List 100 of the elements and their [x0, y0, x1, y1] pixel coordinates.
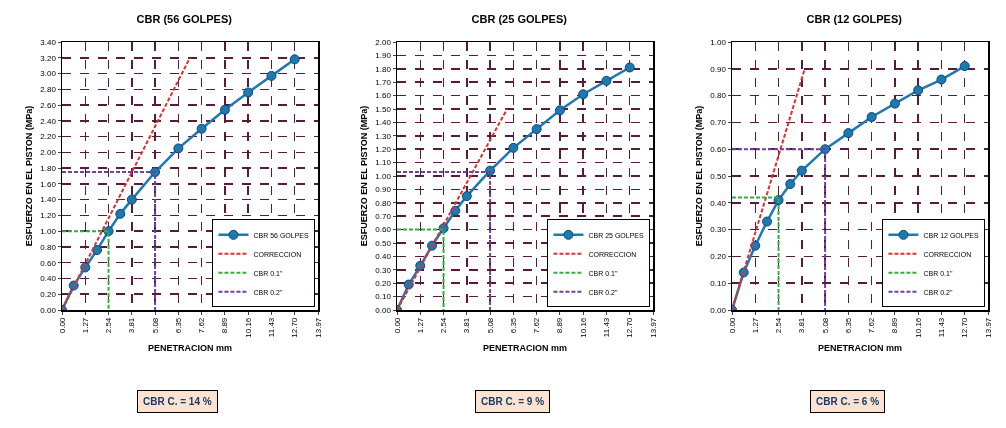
point: [578, 89, 589, 100]
y-tick-label: 1.40: [40, 195, 57, 205]
y-tick-label: 0.00: [375, 305, 392, 315]
chart-title: CBR (25 GOLPES): [471, 12, 568, 25]
y-tick-label: 2.40: [40, 116, 57, 126]
point: [531, 124, 542, 135]
y-tick-label: 0.10: [375, 292, 392, 302]
y-tick-label: 1.10: [375, 158, 392, 168]
point: [508, 142, 519, 153]
point: [750, 240, 761, 251]
y-tick-label: 0.40: [375, 252, 392, 262]
x-tick-label: 6.35: [508, 317, 518, 334]
x-tick-label: 8.89: [220, 317, 230, 334]
y-tick-label: 3.20: [40, 53, 57, 63]
y-tick-label: 1.20: [375, 145, 392, 154]
y-tick-label: 0.20: [710, 252, 727, 262]
x-tick-label: 1.27: [750, 317, 760, 334]
y-tick-label: 1.30: [375, 131, 392, 141]
x-tick-label: 3.81: [462, 317, 472, 334]
x-tick-label: 6.35: [843, 317, 853, 334]
y-tick-label: 0.60: [40, 258, 57, 268]
y-tick-label: 0.60: [375, 225, 392, 235]
y-tick-label: 1.90: [375, 51, 392, 61]
point: [843, 128, 854, 139]
point: [601, 75, 612, 86]
y-tick-label: 0.80: [375, 198, 392, 208]
x-tick-label: 11.43: [602, 317, 612, 338]
point: [889, 98, 900, 109]
y-tick-label: 1.70: [375, 78, 392, 87]
x-tick-label: 7.62: [867, 317, 877, 334]
y-tick-label: 0.50: [375, 238, 392, 248]
x-tick-label: 2.54: [104, 317, 114, 334]
x-tick-label: 13.97: [983, 317, 993, 338]
point: [289, 54, 300, 65]
y-tick-label: 0.20: [40, 290, 57, 300]
y-tick-label: 0.60: [710, 145, 727, 154]
point: [785, 179, 796, 190]
y-tick-label: 0.00: [40, 305, 57, 315]
y-tick-label: 0.30: [375, 265, 392, 275]
point: [461, 191, 472, 202]
y-axis-title: ESFUERZO EN EL PISTON (MPa): [693, 105, 704, 247]
y-tick-label: 0.20: [375, 279, 392, 288]
y-tick-label: 0.70: [710, 118, 727, 128]
y-tick-label: 1.50: [375, 104, 392, 114]
y-tick-label: 0.30: [710, 225, 727, 235]
point: [266, 70, 277, 81]
x-tick-label: 7.62: [197, 317, 207, 334]
y-tick-label: 3.40: [40, 37, 57, 47]
x-tick-label: 5.08: [820, 317, 830, 334]
x-tick-label: 13.97: [648, 317, 658, 338]
x-axis-title: PENETRACION mm: [482, 343, 568, 354]
y-tick-label: 1.00: [375, 171, 392, 181]
x-tick-label: 10.16: [243, 317, 253, 338]
x-tick-label: 2.54: [774, 317, 784, 334]
y-tick-label: 1.00: [710, 37, 727, 47]
x-tick-label: 1.27: [80, 317, 90, 334]
y-axis-title: ESFUERZO EN EL PISTON (MPa): [358, 105, 369, 247]
y-tick-label: 0.40: [40, 274, 57, 284]
x-tick-label: 12.70: [960, 317, 970, 338]
text: CBR C. = 14 %: [143, 396, 212, 407]
point: [936, 74, 947, 85]
y-tick-label: 1.60: [40, 179, 57, 189]
text: CBR C. = 6 %: [816, 396, 880, 407]
x-tick-label: 5.08: [485, 317, 495, 334]
y-tick-label: 0.70: [375, 212, 392, 221]
x-tick-label: 5.08: [150, 317, 160, 334]
x-tick-label: 13.97: [313, 317, 323, 338]
y-axis-title: ESFUERZO EN EL PISTON (MPa): [23, 105, 34, 247]
y-tick-label: 2.20: [40, 132, 57, 142]
x-tick-label: 1.27: [415, 317, 425, 334]
x-tick-label: 11.43: [937, 317, 947, 338]
x-tick-label: 10.16: [578, 317, 588, 338]
x-tick-label: 12.70: [625, 317, 635, 338]
point: [959, 61, 970, 72]
x-tick-label: 8.89: [890, 317, 900, 334]
point: [866, 112, 877, 123]
point: [913, 85, 924, 96]
point: [173, 143, 184, 154]
y-tick-label: 0.00: [710, 305, 727, 315]
point: [450, 205, 461, 216]
point: [115, 208, 126, 219]
y-tick-label: 0.80: [40, 242, 57, 252]
point: [762, 216, 772, 227]
y-tick-label: 0.90: [375, 185, 392, 195]
x-tick-label: 7.62: [532, 317, 542, 334]
y-tick-label: 1.00: [40, 226, 57, 236]
y-tick-label: 2.00: [375, 37, 392, 47]
y-tick-label: 2.60: [40, 100, 57, 110]
x-tick-label: 3.81: [127, 317, 137, 334]
y-tick-label: 1.40: [375, 118, 392, 128]
y-tick-label: 1.60: [375, 91, 392, 101]
y-tick-label: 0.10: [710, 279, 727, 288]
point: [243, 87, 254, 98]
y-tick-label: 3.00: [40, 69, 57, 79]
y-tick-label: 1.80: [375, 64, 392, 74]
point: [624, 62, 635, 73]
y-tick-label: 0.40: [710, 198, 727, 208]
point: [196, 123, 207, 134]
y-tick-label: 1.20: [40, 211, 57, 221]
point: [796, 165, 807, 176]
